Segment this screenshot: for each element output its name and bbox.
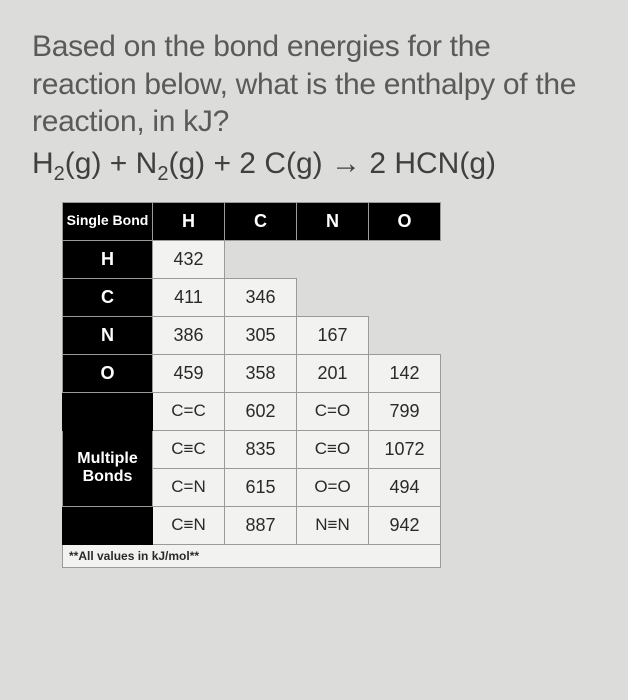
empty-cell bbox=[297, 278, 369, 316]
single-bond-corner-label: Single Bond bbox=[67, 212, 149, 228]
table-cell: 887 bbox=[225, 506, 297, 544]
table-cell: 142 bbox=[369, 354, 441, 392]
col-header: O bbox=[369, 202, 441, 240]
bond-label: C=O bbox=[297, 392, 369, 430]
bond-label: C=C bbox=[153, 392, 225, 430]
table-cell: 386 bbox=[153, 316, 225, 354]
tables-container: Single Bond H C N O H 432 C 411 346 N 38… bbox=[62, 202, 492, 568]
empty-cell bbox=[225, 240, 297, 278]
bond-label: C≡C bbox=[153, 430, 225, 468]
table-cell: 942 bbox=[369, 506, 441, 544]
table-cell: 1072 bbox=[369, 430, 441, 468]
col-header: C bbox=[225, 202, 297, 240]
single-bond-corner: Single Bond bbox=[63, 202, 153, 240]
table-cell: 346 bbox=[225, 278, 297, 316]
row-header: N bbox=[63, 316, 153, 354]
table-cell: 799 bbox=[369, 392, 441, 430]
col-header: H bbox=[153, 202, 225, 240]
table-cell: 411 bbox=[153, 278, 225, 316]
table-cell: 494 bbox=[369, 468, 441, 506]
empty-cell bbox=[369, 316, 441, 354]
empty-cell bbox=[369, 240, 441, 278]
multiple-bonds-label-text: Multiple Bonds bbox=[77, 450, 137, 485]
col-header: N bbox=[297, 202, 369, 240]
table-cell: 602 bbox=[225, 392, 297, 430]
table-cell: 459 bbox=[153, 354, 225, 392]
empty-cell bbox=[297, 240, 369, 278]
empty-cell bbox=[369, 278, 441, 316]
bond-label: C=N bbox=[153, 468, 225, 506]
table-cell: 432 bbox=[153, 240, 225, 278]
table-cell: 615 bbox=[225, 468, 297, 506]
bond-label: O=O bbox=[297, 468, 369, 506]
equation-text: H2(g) + N2(g) + 2 C(g) → 2 HCN(g) bbox=[32, 147, 596, 186]
single-bond-table: Single Bond H C N O H 432 C 411 346 N 38… bbox=[62, 202, 441, 568]
bond-label: C≡O bbox=[297, 430, 369, 468]
table-cell: 358 bbox=[225, 354, 297, 392]
footnote: **All values in kJ/mol** bbox=[63, 544, 441, 567]
bond-label: C≡N bbox=[153, 506, 225, 544]
table-cell: 167 bbox=[297, 316, 369, 354]
multiple-bonds-label: Multiple Bonds bbox=[63, 430, 153, 506]
row-header: O bbox=[63, 354, 153, 392]
table-cell: 305 bbox=[225, 316, 297, 354]
table-cell: 835 bbox=[225, 430, 297, 468]
row-header: C bbox=[63, 278, 153, 316]
table-cell: 201 bbox=[297, 354, 369, 392]
spacer bbox=[63, 392, 153, 430]
bond-label: N≡N bbox=[297, 506, 369, 544]
question-text: Based on the bond energies for the react… bbox=[32, 28, 596, 141]
spacer bbox=[63, 506, 153, 544]
row-header: H bbox=[63, 240, 153, 278]
